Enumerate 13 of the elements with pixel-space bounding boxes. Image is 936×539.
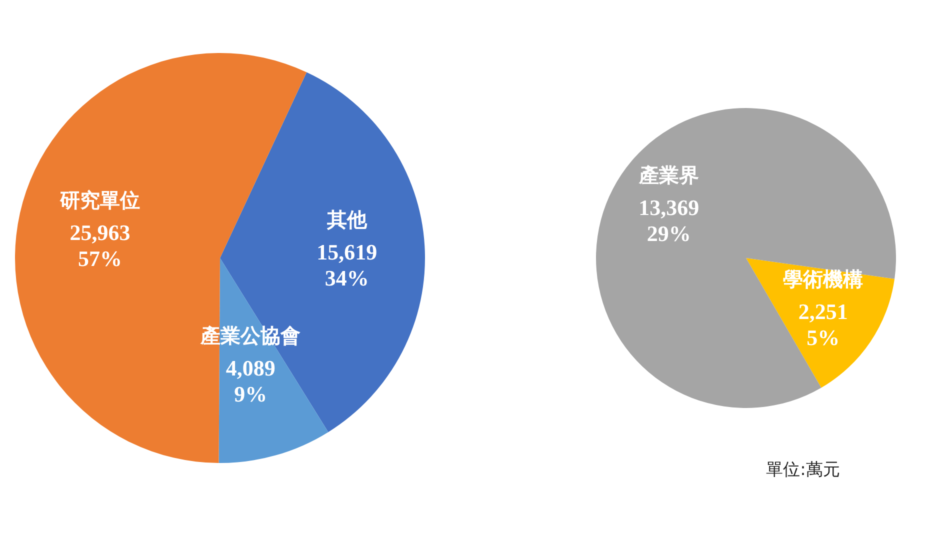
data-label: 4,089 9% — [226, 356, 276, 407]
slice-label: 學術機構 — [783, 266, 864, 291]
pie-slice — [15, 53, 307, 463]
data-label: 15,619 34% — [316, 239, 378, 290]
slice-label: 研究單位 — [58, 188, 140, 212]
pie-slice — [220, 72, 425, 432]
text: 單位:萬元 — [766, 460, 840, 480]
data-label: 2,251 5% — [798, 298, 848, 350]
pie-slice — [596, 108, 896, 408]
slice-label: 產業界 — [638, 163, 699, 188]
slice-label: 其他 — [326, 207, 368, 232]
data-label: 25,963 57% — [70, 220, 130, 272]
data-label: 13,369 29% — [638, 195, 700, 246]
